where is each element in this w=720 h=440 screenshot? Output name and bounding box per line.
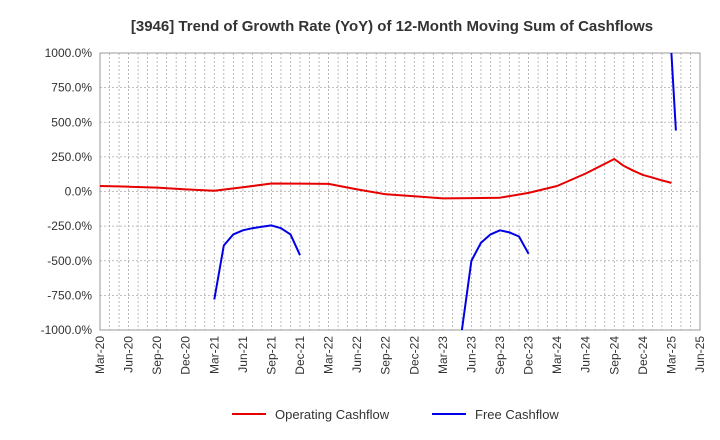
- legend-label-free-cashflow: Free Cashflow: [475, 407, 559, 422]
- series-line-free-cashflow-segment-2: [460, 229, 530, 331]
- x-tick-label: Sep-21: [264, 336, 278, 375]
- x-tick-label: Sep-20: [150, 336, 164, 375]
- x-tick-label: Mar-25: [664, 336, 678, 374]
- series-line-free-cashflow-segment-3: [670, 52, 677, 131]
- x-tick-label: Dec-23: [522, 336, 536, 375]
- legend-label-operating-cashflow: Operating Cashflow: [275, 407, 390, 422]
- x-axis: Mar-20 Jun-20 Sep-20 Dec-20 Mar-21 Jun-21 Sep-…: [93, 336, 707, 375]
- y-tick-label: 1000.0%: [45, 46, 93, 60]
- x-tick-label: Mar-22: [322, 336, 336, 374]
- grid: [100, 52, 700, 331]
- series-layer: [99, 52, 677, 331]
- series-line-operating-cashflow: [99, 158, 672, 200]
- y-tick-label: 750.0%: [51, 81, 92, 95]
- x-tick-label: Dec-21: [293, 336, 307, 375]
- y-tick-label: -250.0%: [47, 219, 92, 233]
- x-tick-label: Mar-21: [207, 336, 221, 374]
- y-tick-label: -1000.0%: [41, 323, 93, 337]
- y-tick-label: -500.0%: [47, 254, 92, 268]
- x-tick-label: Jun-23: [464, 336, 478, 373]
- x-tick-label: Mar-24: [550, 336, 564, 374]
- x-tick-label: Mar-20: [93, 336, 107, 374]
- series-line-free-cashflow-segment-1: [213, 224, 301, 300]
- x-tick-label: Mar-23: [436, 336, 450, 374]
- legend: Operating Cashflow Free Cashflow: [232, 407, 559, 422]
- x-tick-label: Dec-24: [636, 336, 650, 375]
- x-tick-label: Jun-22: [350, 336, 364, 373]
- x-tick-label: Jun-25: [693, 336, 707, 373]
- y-tick-label: 250.0%: [51, 150, 92, 164]
- x-tick-label: Jun-20: [122, 336, 136, 373]
- x-tick-label: Jun-24: [579, 336, 593, 373]
- y-tick-label: 500.0%: [51, 115, 92, 129]
- y-axis: 1000.0% 750.0% 500.0% 250.0% 0.0% -250.0% -500…: [41, 46, 93, 337]
- x-tick-label: Sep-24: [607, 336, 621, 375]
- y-tick-label: -750.0%: [47, 288, 92, 302]
- x-tick-label: Sep-23: [493, 336, 507, 375]
- chart-title: [3946] Trend of Growth Rate (YoY) of 12-…: [131, 18, 653, 35]
- x-tick-label: Sep-22: [379, 336, 393, 375]
- plot-frame: [99, 52, 701, 331]
- x-tick-label: Jun-21: [236, 336, 250, 373]
- y-tick-label: 0.0%: [65, 185, 93, 199]
- x-tick-label: Dec-22: [407, 336, 421, 375]
- x-tick-label: Dec-20: [179, 336, 193, 375]
